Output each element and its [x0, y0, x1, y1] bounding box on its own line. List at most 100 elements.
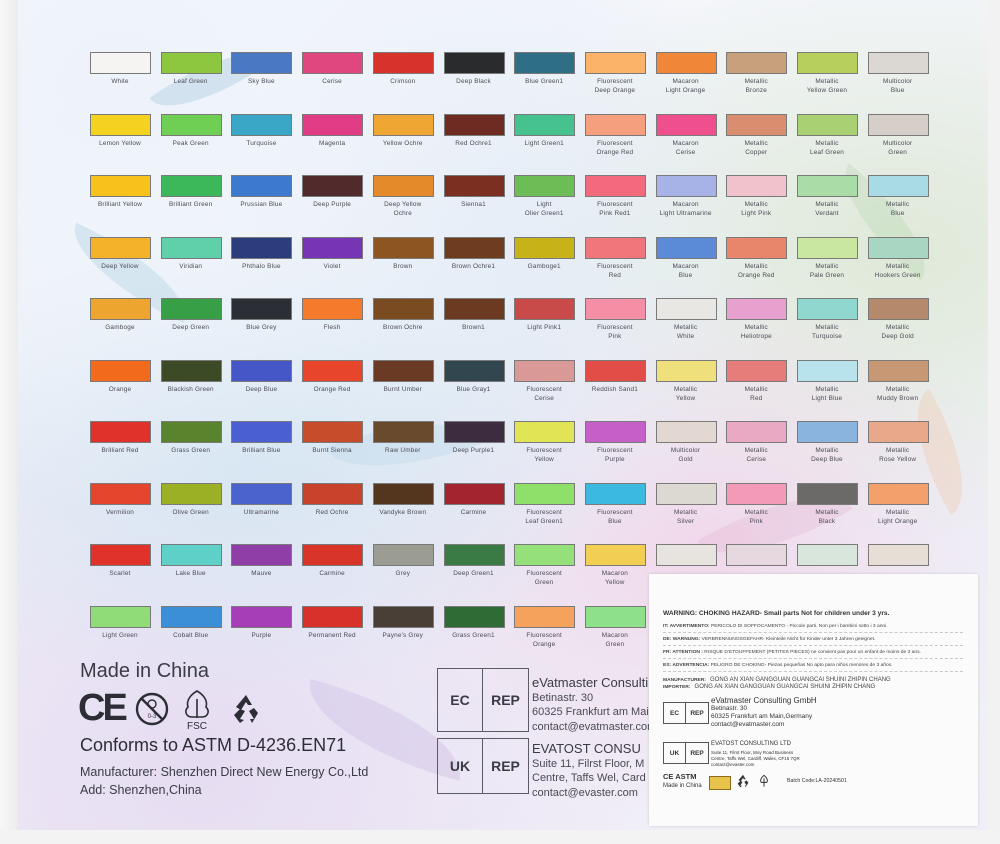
color-swatch: Fluorescent Purple: [584, 421, 655, 473]
swatch-color-chip: [302, 113, 364, 136]
color-swatch: Turquoise: [231, 113, 301, 166]
color-swatch: Reddish Sand1: [584, 359, 655, 412]
swatch-label: Metallic Yellow Green: [806, 78, 848, 95]
sticker-manufacturer-label: MANUFACTURER:: [663, 678, 706, 683]
swatch-color-chip: [90, 236, 151, 259]
swatch-color-chip: [372, 113, 434, 136]
swatch-color-chip: [90, 113, 151, 136]
swatch-label: Crimson: [390, 78, 416, 85]
swatch-label: Grass Green: [171, 447, 211, 454]
swatch-color-chip: [797, 359, 858, 382]
color-swatch: Crimson: [372, 52, 443, 104]
swatch-label: Multicolor Gold: [670, 447, 701, 464]
swatch-color-chip: [584, 298, 646, 320]
color-swatch: Grass Green1: [443, 605, 514, 658]
swatch-color-chip: [867, 544, 929, 566]
swatch-label: Blue Gray1: [456, 385, 491, 393]
swatch-label: Metallic Muddy Brown: [877, 385, 919, 402]
color-swatch: Fluorescent Leaf Green1: [514, 482, 584, 535]
age-warning-label: 0-3: [148, 714, 157, 720]
swatch-label: Phthalo Blue: [242, 262, 281, 270]
swatch-color-chip: [797, 52, 858, 74]
swatch-label: Mauve: [251, 570, 272, 577]
swatch-color-chip: [443, 605, 505, 628]
swatch-color-chip: [302, 298, 364, 320]
color-swatch: Metallic Red: [726, 359, 796, 412]
warning-divider: [663, 671, 963, 672]
swatch-row: Brilliant Red Grass Green Brilliant Blue Bu…: [90, 421, 929, 483]
color-swatch: Multicolor Green: [867, 113, 938, 166]
swatch-color-chip: [443, 113, 505, 136]
sticker-uk-rep-badge: UK REP: [663, 742, 709, 764]
swatch-label: Light Olier Green1: [524, 201, 564, 218]
color-swatch: Sienna1: [443, 175, 514, 227]
swatch-row: White Leaf Green Sky Blue Cerise Crimson Deep…: [90, 52, 929, 114]
color-swatch: Grey: [372, 544, 443, 596]
swatch-color-chip: [443, 544, 505, 566]
swatch-color-chip: [797, 298, 858, 320]
color-swatch: Phthalo Blue: [231, 236, 301, 289]
warning-fr: FR: ATTENTION : RISQUE D'ETOUFFEMENT (PE…: [663, 650, 921, 655]
color-swatch: Brilliant Blue: [231, 421, 301, 473]
fsc-tree-icon: FSC: [185, 690, 209, 731]
sticker-logo-badge: [709, 776, 731, 790]
color-swatch: Brown Ochre1: [443, 236, 514, 289]
swatch-label: Metallic Orange Red: [737, 262, 775, 279]
uk-rep-line1: Suite 11, Filrst Floor, M: [532, 757, 645, 770]
swatch-color-chip: [160, 236, 222, 259]
swatch-label: Fluorescent Yellow: [526, 447, 562, 464]
color-swatch: Fluorescent Pink Red1: [584, 175, 655, 227]
swatch-row: Scarlet Lake Blue Mauve Carmine Grey Deep Gre…: [90, 544, 929, 606]
swatch-label: Brilliant Green: [168, 201, 213, 208]
swatch-color-chip: [584, 175, 646, 197]
color-swatch: Vandyke Brown: [372, 482, 443, 535]
uk-rep-address: EVATOST CONSU Suite 11, Filrst Floor, M …: [532, 741, 646, 800]
color-swatch: Mauve: [231, 544, 301, 596]
swatch-row: Lemon Yellow Peak Green Turquoise Magenta Ye…: [90, 113, 929, 176]
color-swatch: Olive Green: [160, 482, 231, 535]
color-swatch: Viridian: [160, 236, 231, 289]
swatch-color-chip: [90, 421, 151, 443]
swatch-label: Metallic Hookers Green: [874, 262, 921, 279]
sticker-uk-rep-label: REP: [690, 749, 704, 757]
swatch-color-chip: [160, 544, 222, 566]
swatch-color-chip: [443, 421, 505, 443]
swatch-color-chip: [160, 421, 222, 443]
swatch-label: Fluorescent Red: [597, 262, 633, 279]
color-swatch: Fluorescent Orange Red: [584, 113, 655, 166]
color-swatch: Macaron Light Orange: [655, 52, 726, 104]
swatch-color-chip: [160, 605, 222, 628]
color-swatch: White: [90, 52, 160, 104]
swatch-label: Metallic White: [673, 324, 698, 341]
swatch-label: Purple: [251, 631, 272, 639]
swatch-label: Carmine: [460, 508, 487, 516]
swatch-label: Lemon Yellow: [99, 139, 141, 147]
color-swatch: Metallic Pale Green: [797, 236, 867, 289]
swatch-color-chip: [90, 359, 151, 382]
color-swatch: Fluorescent Red: [584, 236, 655, 289]
swatch-color-chip: [443, 359, 505, 382]
swatch-label: Red Ochre1: [455, 139, 492, 147]
swatch-label: Fluorescent Blue: [597, 508, 633, 525]
color-swatch: [797, 544, 867, 596]
color-swatch: Macaron Light Ultramarine: [655, 175, 726, 227]
swatch-label: Macaron Light Ultramarine: [659, 201, 712, 218]
swatch-color-chip: [160, 113, 222, 136]
swatch-color-chip: [514, 175, 576, 197]
swatch-color-chip: [726, 482, 788, 505]
swatch-label: Grass Green1: [452, 631, 495, 639]
color-swatch: Raw Umber: [372, 421, 443, 473]
swatch-color-chip: [514, 605, 576, 628]
swatch-color-chip: [302, 605, 364, 628]
swatch-color-chip: [514, 359, 576, 382]
swatch-color-chip: [726, 359, 788, 382]
swatch-label: Metallic Turquoise: [812, 324, 842, 341]
color-swatch: Grass Green: [160, 421, 231, 473]
color-swatch: Fluorescent Blue: [584, 482, 655, 535]
swatch-label: Deep Purple1: [452, 447, 495, 454]
manufacturer-text: Manufacturer: Shenzhen Direct New Energy…: [80, 765, 369, 779]
color-swatch: Metallic Bronze: [726, 52, 796, 104]
color-swatch: Metallic Yellow Green: [797, 52, 867, 104]
box-edge-bottom: [0, 830, 1000, 844]
swatch-label: Turquoise: [246, 139, 277, 147]
